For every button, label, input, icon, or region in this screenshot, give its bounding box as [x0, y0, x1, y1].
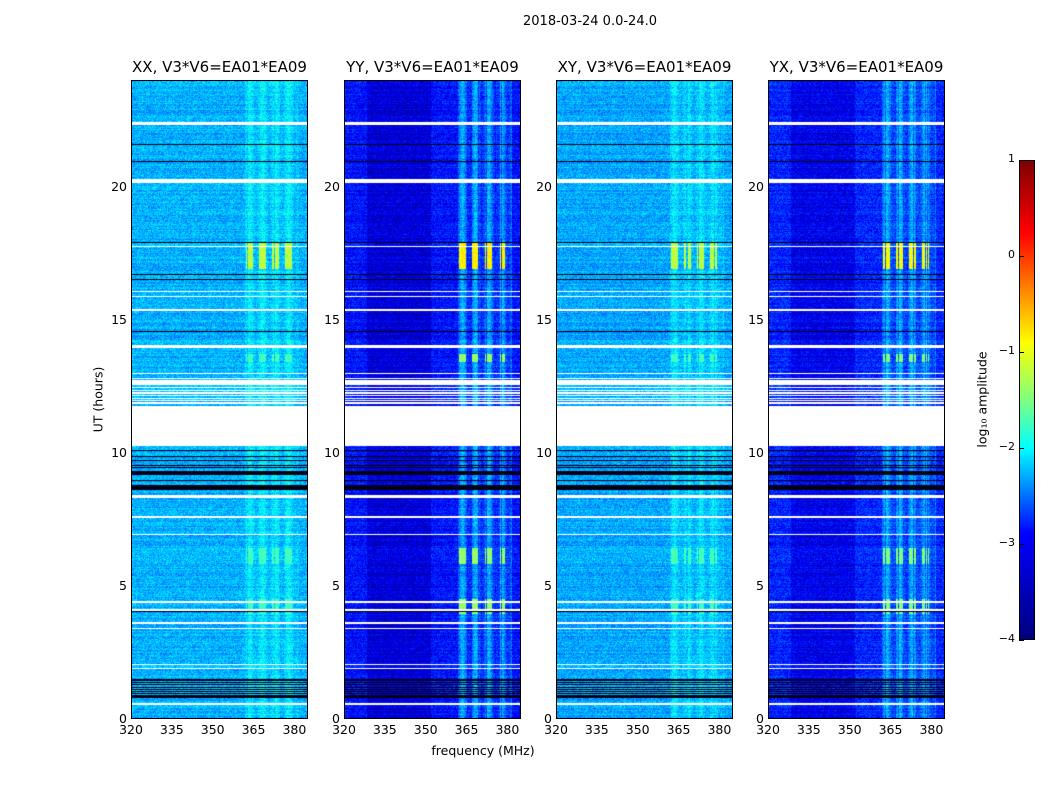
x-tick-label: 350	[200, 722, 225, 737]
y-axis-label: UT (hours)	[90, 366, 106, 433]
y-tick-label: 20	[111, 178, 127, 194]
x-tick-label: 365	[878, 722, 903, 737]
x-tick-label: 320	[119, 722, 143, 737]
y-tick-label: 10	[324, 444, 340, 460]
colorbar-tick-mark	[1019, 256, 1024, 257]
colorbar-tick-mark	[1019, 640, 1024, 641]
y-tick-label: 10	[111, 444, 127, 460]
y-tick-label: 20	[536, 178, 552, 194]
figure-title: 2018-03-24 0.0-24.0	[523, 14, 657, 29]
panel-title: XY, V3*V6=EA01*EA09	[557, 58, 732, 76]
heatmap-panel-2	[556, 80, 733, 719]
x-tick-label: 350	[837, 722, 862, 737]
colorbar-tick-mark	[1019, 448, 1024, 449]
x-tick-label: 350	[413, 722, 438, 737]
y-tick-label: 0	[332, 711, 340, 726]
y-tick-label: 0	[544, 711, 552, 726]
x-tick-label: 335	[584, 722, 609, 737]
colorbar-tick-label: −2	[998, 440, 1015, 453]
colorbar-tick-mark	[1019, 160, 1024, 161]
colorbar-tick-mark	[1019, 544, 1024, 545]
x-axis-label: frequency (MHz)	[431, 743, 535, 758]
heatmap-image	[557, 81, 732, 718]
y-tick-label: 5	[332, 577, 340, 593]
y-tick-label: 15	[748, 311, 764, 327]
heatmap-image	[345, 81, 520, 718]
y-tick-label: 5	[544, 577, 552, 593]
y-tick-label: 20	[748, 178, 764, 194]
x-tick-label: 380	[707, 722, 732, 737]
heatmap-image	[132, 81, 307, 718]
heatmap-panel-0	[131, 80, 308, 719]
x-tick-label: 365	[241, 722, 266, 737]
y-tick-label: 10	[536, 444, 552, 460]
y-tick-label: 10	[748, 444, 764, 460]
y-tick-label: 5	[756, 577, 764, 593]
x-tick-label: 350	[625, 722, 650, 737]
y-tick-label: 15	[324, 311, 340, 327]
colorbar-tick-label: 1	[1008, 152, 1015, 165]
colorbar	[1019, 160, 1035, 640]
x-tick-label: 335	[159, 722, 184, 737]
y-tick-label: 20	[324, 178, 340, 194]
colorbar-tick-label: 0	[1008, 248, 1015, 261]
heatmap-image	[769, 81, 944, 718]
y-tick-label: 15	[536, 311, 552, 327]
y-tick-label: 0	[756, 711, 764, 726]
x-tick-label: 380	[919, 722, 944, 737]
panel-title: YX, V3*V6=EA01*EA09	[769, 58, 944, 76]
x-tick-label: 365	[454, 722, 479, 737]
x-tick-label: 335	[796, 722, 821, 737]
x-tick-label: 320	[544, 722, 568, 737]
panel-title: XX, V3*V6=EA01*EA09	[132, 58, 307, 76]
colorbar-tick-label: −1	[998, 344, 1015, 357]
colorbar-tick-mark	[1019, 352, 1024, 353]
x-tick-label: 320	[756, 722, 780, 737]
x-tick-label: 320	[332, 722, 356, 737]
colorbar-tick-label: −3	[998, 536, 1015, 549]
heatmap-panel-1	[344, 80, 521, 719]
y-tick-label: 5	[119, 577, 127, 593]
colorbar-tick-label: −4	[998, 632, 1015, 645]
heatmap-panel-3	[768, 80, 945, 719]
x-tick-label: 380	[495, 722, 520, 737]
x-tick-label: 380	[282, 722, 307, 737]
panel-title: YY, V3*V6=EA01*EA09	[346, 58, 519, 76]
y-tick-label: 0	[119, 711, 127, 726]
y-tick-label: 15	[111, 311, 127, 327]
x-tick-label: 335	[372, 722, 397, 737]
x-tick-label: 365	[666, 722, 691, 737]
